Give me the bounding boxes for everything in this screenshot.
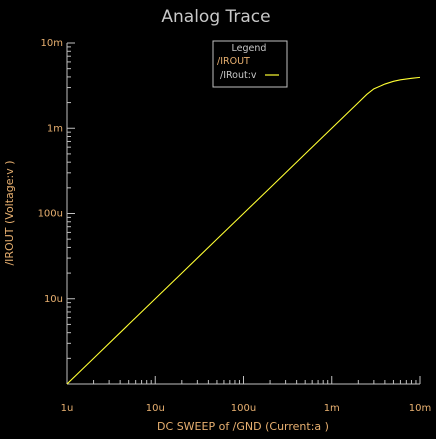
x-minor-ticks xyxy=(93,380,417,384)
legend-title: Legend xyxy=(232,43,267,54)
chart-title: Analog Trace xyxy=(161,7,270,27)
x-tick-labels: 1u 10u 100u 1m 10m xyxy=(61,403,432,414)
y-major-ticks xyxy=(67,42,75,300)
plot-area: 1u 10u 100u 1m 10m 10u 100u 1m 10m xyxy=(38,38,432,414)
x-major-ticks xyxy=(66,376,421,384)
y-tick-label: 10m xyxy=(41,38,63,49)
y-tick-label: 1m xyxy=(47,123,63,134)
x-tick-label: 1u xyxy=(61,403,74,414)
y-tick-label: 10u xyxy=(44,294,63,305)
y-tick-labels: 10u 100u 1m 10m xyxy=(38,38,63,305)
x-tick-label: 1m xyxy=(324,403,340,414)
x-axis-label: DC SWEEP of /GND (Current:a ) xyxy=(157,420,329,433)
y-axis-label: /IROUT (Voltage:v ) xyxy=(3,160,16,265)
x-tick-label: 10u xyxy=(146,403,165,414)
legend-box xyxy=(212,40,288,88)
series-line-irout xyxy=(66,76,421,385)
x-tick-label: 10m xyxy=(409,403,431,414)
x-tick-label: 100u xyxy=(231,403,256,414)
legend: Legend /IROUT /IRout:v xyxy=(212,40,288,88)
legend-group: /IROUT xyxy=(217,56,250,67)
y-tick-label: 100u xyxy=(38,209,63,220)
y-minor-ticks xyxy=(67,46,71,359)
legend-entry-label: /IRout:v xyxy=(220,70,257,81)
